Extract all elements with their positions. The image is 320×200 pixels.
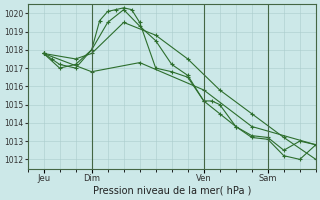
- X-axis label: Pression niveau de la mer( hPa ): Pression niveau de la mer( hPa ): [92, 186, 251, 196]
